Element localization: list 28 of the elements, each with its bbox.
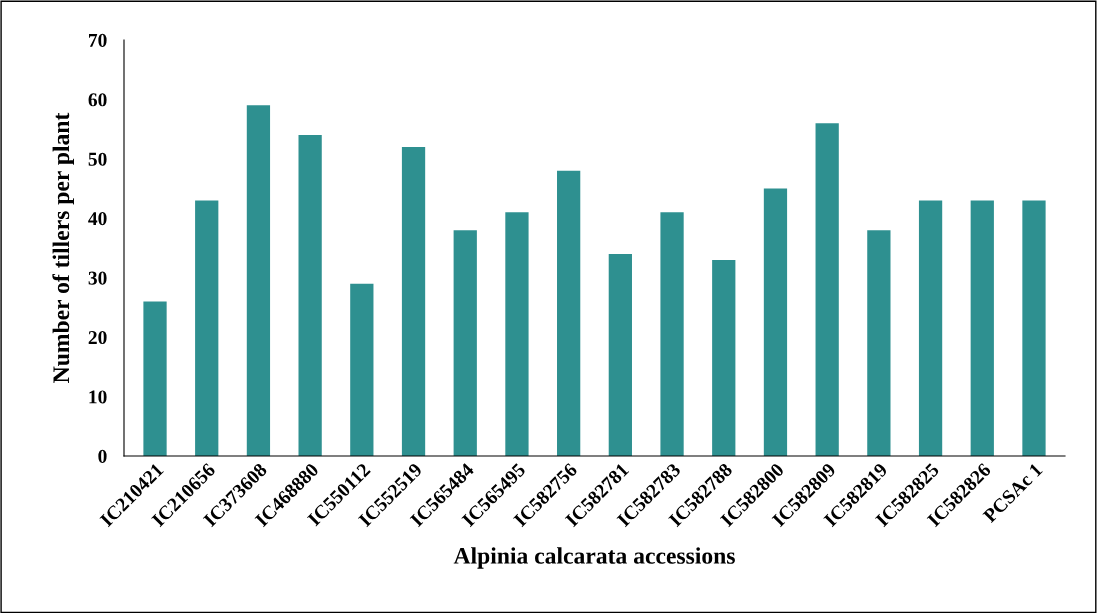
bar [1022, 200, 1046, 456]
bar [763, 188, 788, 456]
y-tick-label: 50 [88, 152, 107, 166]
y-tick-label: 70 [89, 33, 107, 47]
bar [815, 123, 839, 456]
bar [195, 200, 219, 456]
y-axis-title: Number of tillers per plant [52, 112, 74, 383]
bar [918, 200, 943, 456]
bar [712, 259, 736, 456]
y-tick-label: 40 [88, 212, 107, 226]
bar [453, 230, 477, 456]
bar [608, 253, 632, 456]
y-tick-label: 60 [88, 93, 107, 107]
bar [143, 301, 167, 456]
bar [557, 170, 581, 456]
bar [401, 146, 426, 456]
y-tick-label: 30 [88, 271, 107, 285]
bar [298, 135, 322, 456]
bar [867, 230, 891, 456]
bar [660, 212, 684, 456]
y-tick-label: 20 [88, 330, 107, 345]
bar [246, 105, 271, 456]
bar [350, 283, 374, 456]
bar [970, 200, 994, 456]
y-tick-label: 10 [89, 390, 107, 404]
x-axis-title: Alpinia calcarata accessions [453, 547, 735, 569]
bar [505, 212, 529, 456]
y-tick-label: 0 [98, 449, 107, 463]
